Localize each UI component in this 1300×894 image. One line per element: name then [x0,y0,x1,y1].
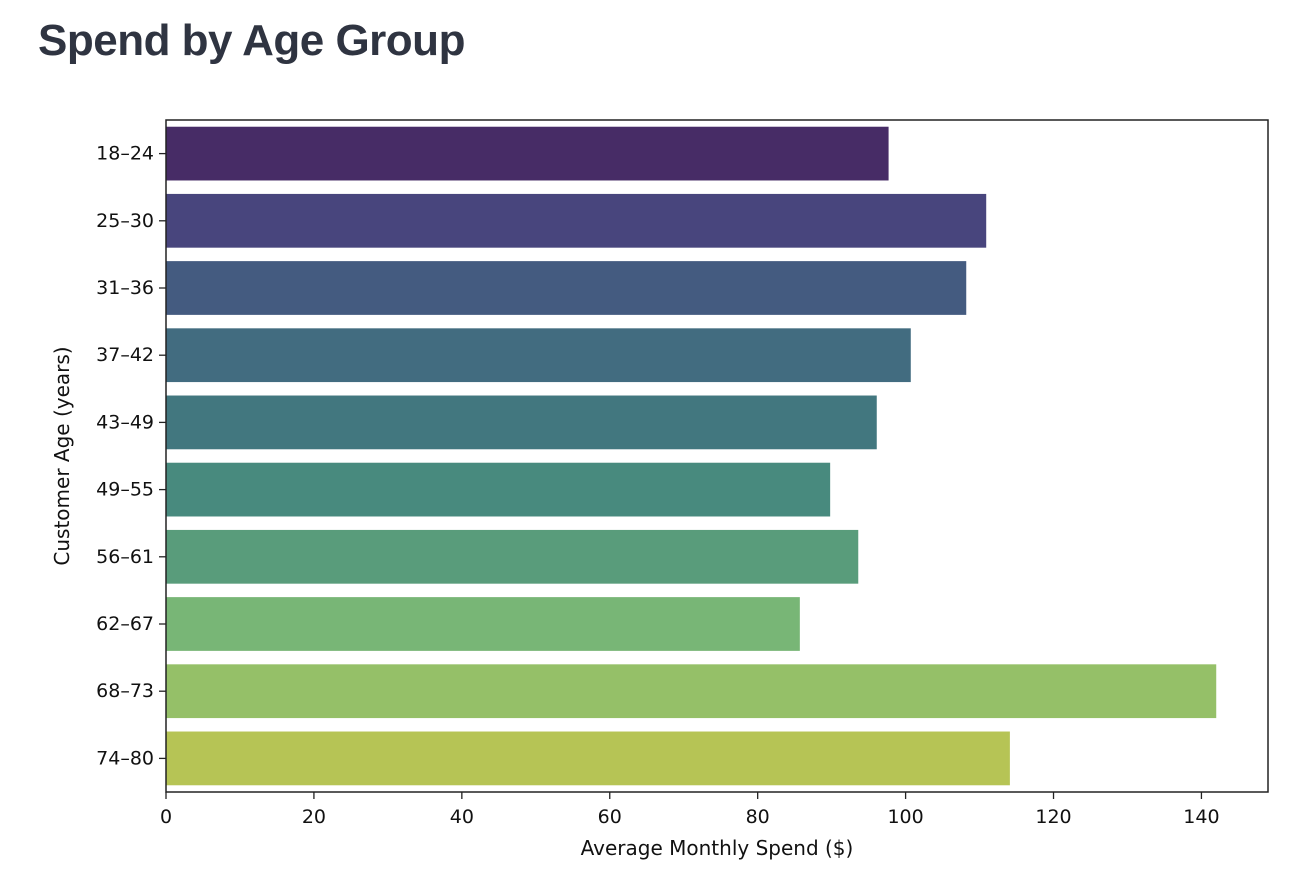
y-tick-label: 31–36 [96,277,154,299]
x-tick-label: 60 [598,806,622,828]
y-axis-title: Customer Age (years) [50,346,74,565]
x-tick-label: 0 [160,806,172,828]
bar-56–61 [166,529,859,584]
bar-68–73 [166,664,1217,719]
y-tick-label: 43–49 [96,411,154,433]
bar-25–30 [166,193,987,248]
x-tick-label: 40 [450,806,474,828]
y-tick-label: 62–67 [96,613,154,635]
y-axis: 18–24 25–30 31–36 37–42 43–49 49–55 56–61 62–67… [96,143,166,769]
bar-74–80 [166,731,1010,786]
x-tick-label: 140 [1183,806,1219,828]
bar-18–24 [166,126,889,181]
bar-62–67 [166,597,800,651]
x-tick-label: 80 [746,806,770,828]
x-tick-label: 120 [1035,806,1071,828]
page-title: Spend by Age Group [38,16,465,65]
bars-layer [166,126,1217,786]
y-tick-label: 18–24 [96,143,154,165]
bar-37–42 [166,328,911,383]
bar-43–49 [166,395,877,450]
x-axis: 0 20 40 60 80 100 120 140 [160,792,1220,828]
bar-49–55 [166,462,831,517]
y-tick-label: 49–55 [96,479,154,501]
x-tick-label: 100 [887,806,923,828]
y-tick-label: 74–80 [96,747,154,769]
plot-frame [165,119,1269,793]
y-tick-label: 37–42 [96,344,154,366]
y-tick-label: 56–61 [96,546,154,568]
x-tick-label: 20 [302,806,326,828]
x-axis-title: Average Monthly Spend ($) [581,836,854,860]
y-tick-label: 68–73 [96,680,154,702]
y-tick-label: 25–30 [96,210,154,232]
bar-31–36 [166,261,967,315]
